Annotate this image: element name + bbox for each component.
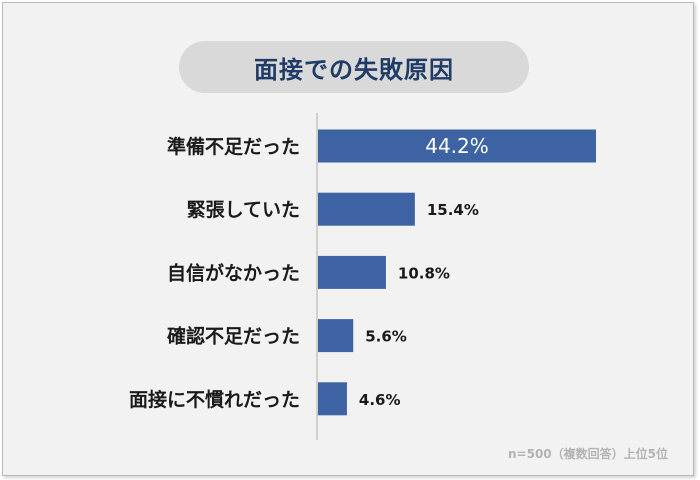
- bar-3: [318, 255, 386, 289]
- category-label-2: 緊張していた: [187, 199, 300, 221]
- chart-title: 面接での失敗原因: [254, 55, 454, 84]
- chart-frame: 面接での失敗原因: [2, 2, 694, 476]
- bar-4: [318, 319, 354, 353]
- value-label-1: 44.2%: [425, 134, 489, 158]
- value-label-4: 5.6%: [365, 328, 407, 346]
- bar-2: [318, 192, 415, 226]
- category-label-1: 準備不足だった: [167, 135, 300, 158]
- chart-title-pill: 面接での失敗原因: [179, 41, 529, 93]
- category-label-4: 確認不足だった: [167, 325, 300, 348]
- category-label-3: 自信がなかった: [167, 261, 300, 284]
- bar-5: [318, 382, 347, 416]
- sample-size-note: n=500（複数回答）上位5位: [508, 447, 668, 461]
- value-label-3: 10.8%: [398, 264, 450, 282]
- category-label-5: 面接に不慣れだった: [129, 388, 300, 411]
- bar-1: [318, 129, 596, 163]
- value-label-5: 4.6%: [359, 391, 401, 409]
- value-label-2: 15.4%: [427, 201, 479, 219]
